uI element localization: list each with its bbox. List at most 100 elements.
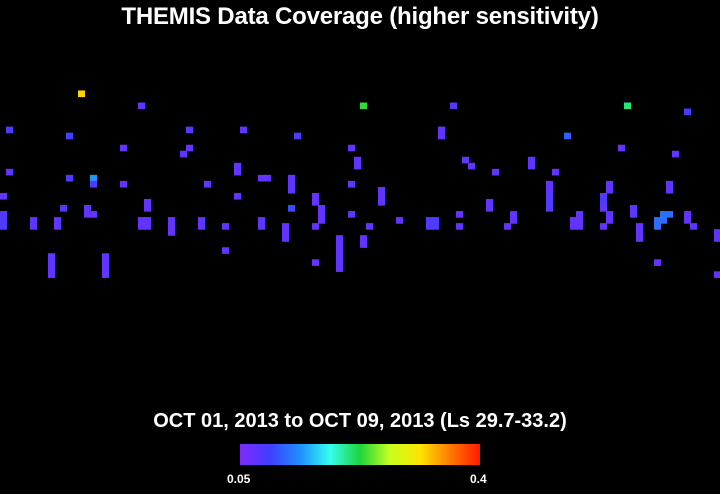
coverage-cell (546, 186, 553, 194)
coverage-cell (240, 126, 247, 134)
colorbar-max-label: 0.4 (470, 472, 487, 486)
coverage-cell (546, 198, 553, 206)
coverage-cell (378, 186, 385, 194)
coverage-cell (48, 259, 55, 266)
coverage-cell (168, 223, 175, 230)
coverage-cell (714, 229, 720, 236)
coverage-cell (318, 205, 325, 212)
coverage-cell (606, 180, 613, 188)
coverage-cell (282, 235, 289, 242)
coverage-cell (468, 162, 475, 170)
coverage-cell (348, 144, 355, 152)
coverage-cell (60, 205, 67, 212)
coverage-cell (66, 132, 73, 140)
coverage-cell (102, 265, 109, 272)
coverage-map (0, 90, 720, 278)
coverage-cell (432, 223, 439, 230)
coverage-cell (606, 186, 613, 194)
coverage-cell (186, 126, 193, 134)
coverage-cell (684, 108, 691, 116)
coverage-cell (102, 253, 109, 260)
coverage-cell (528, 156, 535, 164)
coverage-cell (570, 217, 577, 224)
coverage-cell (288, 186, 295, 194)
coverage-cell (336, 241, 343, 248)
coverage-cell (312, 198, 319, 206)
coverage-cell (288, 205, 295, 212)
coverage-cell (102, 259, 109, 266)
coverage-cell (552, 168, 559, 176)
coverage-cell (366, 223, 373, 230)
coverage-cell (138, 102, 145, 110)
coverage-cell (48, 265, 55, 272)
coverage-cell (378, 192, 385, 200)
coverage-cell (102, 271, 109, 278)
coverage-cell (258, 217, 265, 224)
coverage-cell (432, 217, 439, 224)
coverage-cell (600, 223, 607, 230)
coverage-cell (204, 180, 211, 188)
coverage-cell (138, 223, 145, 230)
coverage-cell (318, 217, 325, 224)
coverage-cell (714, 235, 720, 242)
coverage-cell (546, 192, 553, 200)
coverage-cell (54, 217, 61, 224)
coverage-cell (456, 211, 463, 218)
coverage-cell (438, 126, 445, 134)
coverage-cell (288, 174, 295, 182)
coverage-cell (354, 162, 361, 170)
date-range-subtitle: OCT 01, 2013 to OCT 09, 2013 (Ls 29.7-33… (153, 410, 567, 432)
coverage-cell (282, 229, 289, 236)
coverage-cell (0, 211, 7, 218)
coverage-cell (84, 205, 91, 212)
coverage-cell (348, 211, 355, 218)
coverage-cell (144, 217, 151, 224)
coverage-cell (54, 223, 61, 230)
coverage-cell (222, 223, 229, 230)
coverage-cell (312, 259, 319, 266)
coverage-cell (234, 192, 241, 200)
coverage-cell (504, 223, 511, 230)
coverage-cell (348, 180, 355, 188)
coverage-cell (186, 144, 193, 152)
coverage-cell (600, 192, 607, 200)
coverage-cell (618, 144, 625, 152)
coverage-cell (120, 144, 127, 152)
coverage-cell (294, 132, 301, 140)
coverage-cell (90, 211, 97, 218)
coverage-cell (6, 126, 13, 134)
coverage-cell (144, 205, 151, 212)
coverage-cell (486, 198, 493, 206)
coverage-cell (318, 211, 325, 218)
coverage-cell (660, 217, 667, 224)
coverage-cell (66, 174, 73, 182)
coverage-cell (312, 192, 319, 200)
coverage-cell (168, 217, 175, 224)
coverage-cell (336, 235, 343, 242)
coverage-cell (636, 223, 643, 230)
coverage-cell (354, 156, 361, 164)
coverage-cell (600, 205, 607, 212)
coverage-cell (180, 150, 187, 158)
coverage-cell (360, 235, 367, 242)
coverage-cell (600, 198, 607, 206)
coverage-cell (714, 271, 720, 278)
coverage-cell (654, 259, 661, 266)
coverage-cell (510, 211, 517, 218)
coverage-cell (312, 223, 319, 230)
coverage-cell (30, 217, 37, 224)
coverage-cell (486, 205, 493, 212)
coverage-cell (336, 247, 343, 254)
coverage-cell (84, 211, 91, 218)
coverage-cell (90, 180, 97, 188)
coverage-cell (666, 180, 673, 188)
coverage-cell (654, 223, 661, 230)
coverage-cell (336, 265, 343, 272)
coverage-cell (234, 162, 241, 170)
coverage-cell (492, 168, 499, 176)
coverage-cell (606, 211, 613, 218)
coverage-cell (198, 217, 205, 224)
coverage-cell (630, 205, 637, 212)
coverage-cell (48, 271, 55, 278)
coverage-cell (570, 223, 577, 230)
